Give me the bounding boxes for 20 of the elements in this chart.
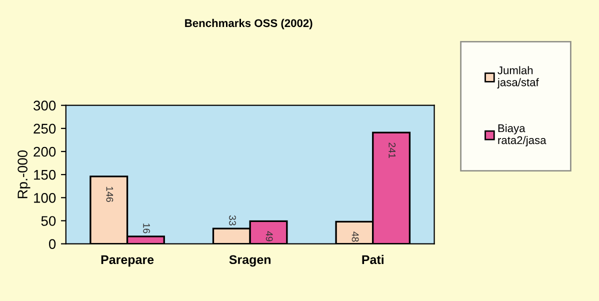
x-tick-label: Parepare xyxy=(101,255,154,267)
y-tick-label: 0 xyxy=(48,239,56,249)
y-axis-title: Rp.-000 xyxy=(18,150,30,198)
y-tick-label: 300 xyxy=(34,100,56,111)
y-tick-label: 200 xyxy=(34,146,56,157)
legend-label: Jumlah jasa/staf xyxy=(497,66,539,88)
data-label: 16 xyxy=(143,224,150,234)
data-label: 241 xyxy=(388,142,396,158)
y-tick-label: 250 xyxy=(34,124,56,134)
y-tick-label: 100 xyxy=(34,192,56,203)
data-label: 48 xyxy=(352,232,359,242)
legend-label: Biaya rata2/jasa xyxy=(498,124,546,146)
data-label: 146 xyxy=(106,186,114,202)
y-tick-label: 50 xyxy=(41,216,56,226)
x-tick-label: Sragen xyxy=(229,255,270,267)
x-tick-label: Pati xyxy=(362,254,384,264)
y-tick-label: 150 xyxy=(34,170,56,180)
data-label: 33 xyxy=(229,215,236,226)
data-label: 49 xyxy=(266,231,273,242)
chart-title: Benchmarks OSS (2002) xyxy=(185,18,312,30)
